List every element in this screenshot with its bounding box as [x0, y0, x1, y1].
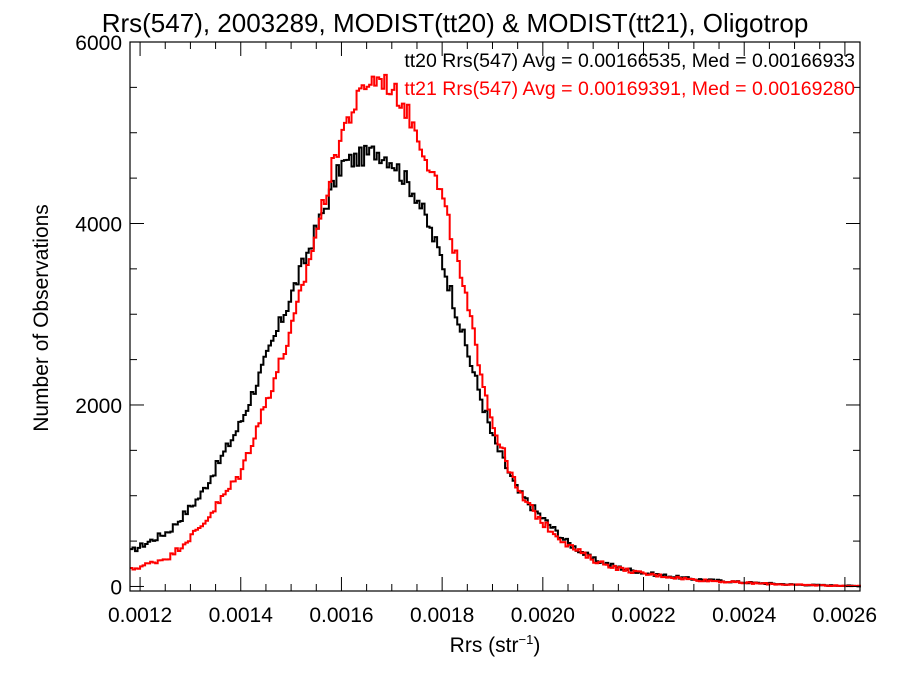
x-axis-label-main: Rrs (str: [450, 634, 519, 657]
legend-entry-tt21: tt21 Rrs(547) Avg = 0.00169391, Med = 0.…: [404, 78, 855, 100]
axes-layer: 0.0012 0.0014 0.0016 0.0018 0.0020 0.0022 0.00…: [75, 32, 877, 627]
y-tick-label: 0: [110, 576, 122, 599]
series-line-tt20: [130, 144, 861, 588]
x-tick-label: 0.0020: [511, 604, 575, 627]
y-tick-label: 2000: [75, 395, 122, 418]
x-axis-label-close: ): [533, 634, 540, 657]
x-tick-label: 0.0024: [712, 604, 777, 627]
x-tick-label: 0.0012: [108, 604, 172, 627]
x-axis-label: Rrs (str−1): [450, 632, 541, 657]
legend-entry-tt20: tt20 Rrs(547) Avg = 0.00166535, Med = 0.…: [404, 50, 855, 72]
x-tick-label: 0.0022: [611, 604, 675, 627]
series-layer: [130, 73, 861, 588]
x-tick-label: 0.0018: [410, 604, 474, 627]
x-tick-label: 0.0014: [209, 604, 274, 627]
plot-frame: [129, 41, 861, 592]
chart-title: Rrs(547), 2003289, MODIST(tt20) & MODIST…: [102, 8, 809, 38]
x-tick-label: 0.0026: [813, 604, 877, 627]
series-line-tt21: [130, 73, 861, 588]
y-tick-label: 4000: [75, 213, 122, 236]
y-axis-label: Number of Observations: [30, 204, 53, 432]
x-axis-label-sup: −1: [519, 632, 534, 647]
y-tick-label: 6000: [75, 32, 122, 55]
x-tick-label: 0.0016: [309, 604, 373, 627]
